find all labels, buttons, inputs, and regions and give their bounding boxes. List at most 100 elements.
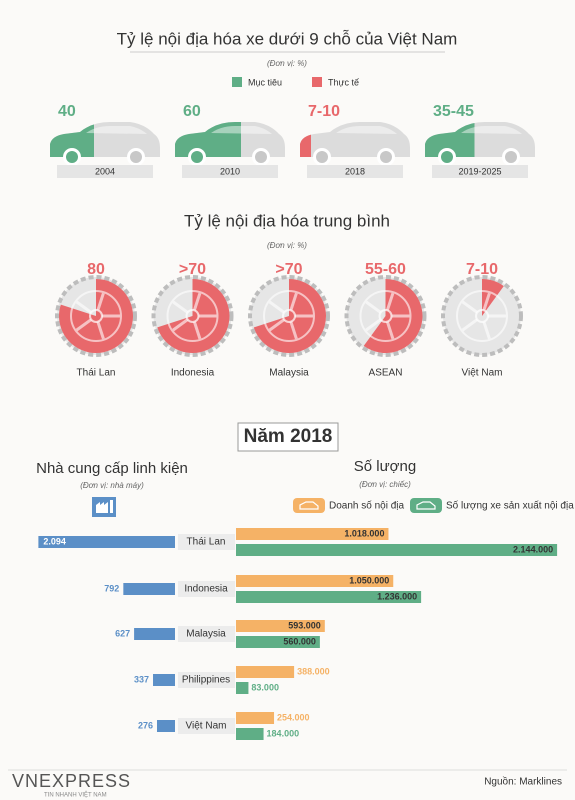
bar — [236, 666, 295, 678]
legend-swatch — [293, 498, 325, 513]
value-label: 1.050.000 — [349, 575, 389, 585]
car-window — [461, 126, 522, 134]
spoke — [192, 292, 202, 311]
spoke — [289, 321, 298, 340]
category-label: Việt Nam — [186, 721, 227, 732]
x-tick-label: ASEAN — [369, 368, 403, 379]
category-box — [178, 581, 235, 597]
wheel-hub — [191, 151, 203, 163]
bar — [236, 620, 325, 632]
wheel-hub — [505, 151, 517, 163]
spoke — [289, 292, 298, 311]
value-label: 7-10 — [466, 261, 498, 278]
category-box — [178, 534, 235, 550]
wheel-hub — [316, 151, 328, 163]
rim — [70, 290, 122, 342]
spoke — [96, 292, 105, 311]
spoke — [385, 292, 395, 311]
x-tick-label: 2004 — [95, 166, 115, 176]
value-label: 792 — [104, 583, 119, 593]
value-label: 2.094 — [43, 536, 66, 546]
tire-wedge — [482, 279, 504, 316]
value-label: 593.000 — [288, 620, 321, 630]
bar — [236, 712, 275, 724]
value-label: 184.000 — [267, 728, 300, 738]
bar — [236, 544, 558, 556]
wheel-hub — [380, 151, 392, 163]
spoke — [192, 321, 202, 340]
bar — [123, 583, 175, 595]
spoke — [172, 318, 189, 332]
bar — [134, 628, 175, 640]
rim — [359, 290, 412, 342]
legend-label: Số lượng xe sản xuất nội địa — [446, 500, 574, 512]
value-label: 627 — [115, 628, 130, 638]
car-window — [211, 126, 272, 134]
x-tick-label: Thái Lan — [77, 368, 116, 379]
value-label: 1.018.000 — [344, 528, 384, 538]
rim — [456, 290, 508, 342]
spoke — [482, 292, 491, 311]
bar — [153, 674, 175, 686]
category-label: Indonesia — [184, 584, 228, 595]
legend-swatch — [410, 498, 442, 513]
spoke — [268, 318, 286, 332]
x-tick-label: 2018 — [345, 166, 365, 176]
bar — [236, 528, 389, 540]
legend-label: Doanh số nội địa — [329, 500, 404, 512]
value-label: >70 — [179, 261, 206, 278]
bar — [236, 728, 264, 740]
spoke — [75, 300, 93, 314]
factory-icon-shape — [96, 500, 113, 513]
chart-title: Tỷ lệ nội địa hóa xe dưới 9 chỗ của Việt… — [117, 29, 458, 48]
logo-tagline: TIN NHANH VIỆT NAM — [44, 791, 107, 799]
x-tick-label: Việt Nam — [462, 368, 503, 379]
chart-title: Tỷ lệ nội địa hóa trung bình — [184, 211, 390, 230]
left-title: Nhà cung cấp linh kiện — [36, 460, 188, 477]
value-label: 2.144.000 — [513, 544, 553, 554]
wheel-hub — [130, 151, 142, 163]
spoke — [75, 318, 93, 332]
spoke — [385, 321, 395, 340]
value-label: 83.000 — [251, 682, 279, 692]
section-box — [237, 422, 339, 452]
car-fill — [300, 122, 311, 157]
value-label: 388.000 — [297, 666, 330, 676]
x-tick-label: 2019-2025 — [458, 166, 501, 176]
spoke — [482, 321, 491, 340]
legend-label: Mục tiêu — [248, 77, 282, 87]
logo: VNEXPRESS — [12, 771, 131, 791]
tire-wedge — [59, 279, 134, 353]
spoke — [365, 318, 382, 332]
legend-label: Thực tế — [328, 77, 359, 87]
car-window — [336, 126, 397, 134]
legend-swatch — [312, 77, 322, 87]
category-label: Thái Lan — [187, 537, 226, 548]
bar — [236, 575, 394, 587]
year-box — [57, 165, 153, 178]
right-title: Số lượng — [354, 458, 416, 475]
subtitle: (Đơn vị: %) — [267, 241, 307, 250]
source: Nguồn: Marklines — [484, 776, 562, 788]
wheel-hub — [255, 151, 267, 163]
category-label: Philippines — [182, 675, 230, 686]
spoke — [461, 318, 479, 332]
category-box — [178, 718, 235, 734]
value-label: 40 — [58, 103, 76, 120]
spoke — [172, 300, 189, 314]
spoke — [365, 300, 382, 314]
bar — [236, 591, 422, 603]
spoke — [96, 321, 105, 340]
value-label: 337 — [134, 674, 149, 684]
value-label: 55-60 — [365, 261, 406, 278]
spoke — [461, 300, 479, 314]
legend-car — [416, 501, 436, 510]
rim — [263, 290, 315, 342]
subtitle: (Đơn vị: %) — [267, 59, 307, 68]
legend-car — [299, 501, 319, 510]
x-tick-label: Indonesia — [171, 368, 215, 379]
section-title: Năm 2018 — [244, 426, 333, 447]
value-label: 80 — [87, 261, 105, 278]
